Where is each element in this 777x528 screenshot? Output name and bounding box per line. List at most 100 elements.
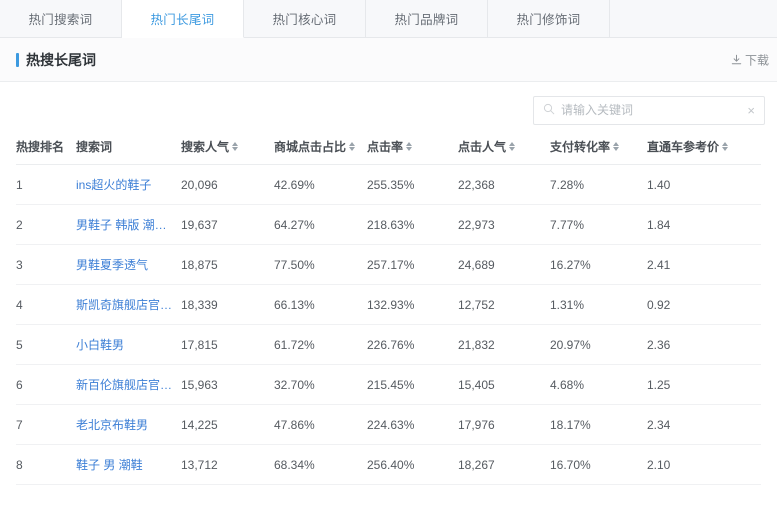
clear-search-icon[interactable]: × — [747, 102, 755, 118]
cell-rank: 4 — [16, 284, 76, 325]
column-header-inner: 搜索词 — [76, 138, 112, 155]
search-input[interactable] — [561, 103, 747, 117]
cell-rank: 7 — [16, 404, 76, 445]
keyword-link[interactable]: 鞋子 男 潮鞋 — [76, 458, 143, 472]
table-row: 4斯凯奇旗舰店官方旗舰18,33966.13%132.93%12,7521.31… — [16, 284, 761, 325]
cell-search_popularity: 15,963 — [181, 364, 274, 405]
cell-search_popularity: 18,339 — [181, 284, 274, 325]
table-row: 1 ins超火的鞋子 20,096 42.69% 255.35% 22,368 7.28% 1… — [16, 164, 761, 205]
page-title: 热搜长尾词 — [16, 50, 96, 70]
tab-label: 热门搜索词 — [28, 13, 93, 27]
cell-cpc_ref_price: 2.36 — [647, 324, 761, 365]
hot-keywords-table: 热搜排名 搜索词 搜索人气 商城点击占比 点击率 点击人气 支付转化率 直通车参考价 1 ins… — [16, 138, 761, 485]
cell-keyword[interactable]: 斯凯奇旗舰店官方旗舰 — [76, 284, 181, 325]
cell-mall_click_share: 77.50% — [274, 244, 367, 285]
cell-search_popularity: 20,096 — [181, 164, 274, 205]
cell-pay_conversion: 1.31% — [550, 284, 647, 325]
tab-strip-filler — [610, 0, 777, 37]
table-row: 3 男鞋夏季透气 18,875 77.50% 257.17% 24,689 16.27% 2.… — [16, 244, 761, 285]
cell-keyword[interactable]: ins超火的鞋子 — [76, 164, 181, 205]
download-button[interactable]: 下载 — [731, 51, 769, 68]
cell-mall_click_share: 32.70% — [274, 364, 367, 405]
column-header-2[interactable]: 搜索人气 — [181, 138, 274, 165]
cell-pay_conversion: 18.17% — [550, 404, 647, 445]
search-row: × — [0, 82, 777, 138]
table-head: 热搜排名 搜索词 搜索人气 商城点击占比 点击率 点击人气 支付转化率 直通车参考价 — [16, 138, 761, 165]
cell-cpc_ref_price: 0.92 — [647, 284, 761, 325]
cell-pay_conversion: 4.68% — [550, 364, 647, 405]
table-row: 7 老北京布鞋男 14,225 47.86% 224.63% 17,976 18.17% 2.… — [16, 404, 761, 445]
table-row: 6新百伦旗舰店官方正品15,96332.70%215.45%15,4054.68… — [16, 364, 761, 405]
tab-3[interactable]: 热门品牌词 — [366, 0, 488, 37]
download-icon — [731, 54, 742, 65]
cell-ctr: 226.76% — [367, 324, 458, 365]
column-header-label: 热搜排名 — [16, 140, 65, 154]
cell-keyword[interactable]: 老北京布鞋男 — [76, 404, 181, 445]
keyword-link[interactable]: 男鞋子 韩版 潮流 英... — [76, 218, 181, 232]
column-header-label: 支付转化率 — [550, 140, 611, 154]
tab-label: 热门长尾词 — [150, 13, 215, 27]
tab-1[interactable]: 热门长尾词 — [122, 0, 244, 38]
sort-toggle-icon[interactable] — [613, 142, 620, 151]
sort-toggle-icon[interactable] — [509, 142, 516, 151]
column-header-inner: 搜索人气 — [181, 138, 239, 155]
cell-cpc_ref_price: 1.40 — [647, 164, 761, 205]
cell-cpc_ref_price: 2.34 — [647, 404, 761, 445]
cell-ctr: 218.63% — [367, 204, 458, 245]
cell-keyword[interactable]: 新百伦旗舰店官方正品 — [76, 364, 181, 405]
tab-2[interactable]: 热门核心词 — [244, 0, 366, 37]
cell-ctr: 257.17% — [367, 244, 458, 285]
cell-keyword[interactable]: 小白鞋男 — [76, 324, 181, 365]
cell-search_popularity: 19,637 — [181, 204, 274, 245]
title-accent-bar — [16, 52, 19, 67]
column-header-inner: 点击率 — [367, 138, 413, 155]
column-header-5[interactable]: 点击人气 — [458, 138, 550, 165]
keyword-link[interactable]: ins超火的鞋子 — [76, 178, 152, 192]
table-row: 5 小白鞋男 17,815 61.72% 226.76% 21,832 20.97% 2.36 — [16, 324, 761, 365]
keyword-link[interactable]: 斯凯奇旗舰店官方旗舰 — [76, 298, 181, 312]
table-header-row: 热搜排名 搜索词 搜索人气 商城点击占比 点击率 点击人气 支付转化率 直通车参考价 — [16, 138, 761, 165]
cell-pay_conversion: 7.28% — [550, 164, 647, 205]
keyword-link[interactable]: 老北京布鞋男 — [76, 418, 149, 432]
cell-click_popularity: 12,752 — [458, 284, 550, 325]
section-header: 热搜长尾词 下载 — [0, 38, 777, 82]
cell-ctr: 215.45% — [367, 364, 458, 405]
column-header-label: 点击人气 — [458, 140, 507, 154]
column-header-3[interactable]: 商城点击占比 — [274, 138, 367, 165]
cell-pay_conversion: 20.97% — [550, 324, 647, 365]
cell-pay_conversion: 16.70% — [550, 444, 647, 485]
search-box[interactable]: × — [533, 95, 765, 125]
column-header-4[interactable]: 点击率 — [367, 138, 458, 165]
sort-toggle-icon[interactable] — [232, 142, 239, 151]
keyword-link[interactable]: 男鞋夏季透气 — [76, 258, 149, 272]
cell-cpc_ref_price: 1.25 — [647, 364, 761, 405]
sort-toggle-icon[interactable] — [722, 142, 729, 151]
cell-pay_conversion: 7.77% — [550, 204, 647, 245]
cell-cpc_ref_price: 1.84 — [647, 204, 761, 245]
tab-0[interactable]: 热门搜索词 — [0, 0, 122, 37]
cell-search_popularity: 14,225 — [181, 404, 274, 445]
table-row: 2 男鞋子 韩版 潮流 英... 19,637 64.27% 218.63% 22,973… — [16, 204, 761, 245]
cell-click_popularity: 18,267 — [458, 444, 550, 485]
cell-rank: 1 — [16, 164, 76, 205]
tab-strip: 热门搜索词 热门长尾词 热门核心词 热门品牌词 热门修饰词 — [0, 0, 777, 38]
cell-ctr: 255.35% — [367, 164, 458, 205]
column-header-label: 直通车参考价 — [647, 140, 720, 154]
column-header-0: 热搜排名 — [16, 138, 76, 165]
sort-toggle-icon[interactable] — [349, 142, 356, 151]
cell-cpc_ref_price: 2.41 — [647, 244, 761, 285]
column-header-inner: 直通车参考价 — [647, 138, 729, 155]
cell-keyword[interactable]: 鞋子 男 潮鞋 — [76, 444, 181, 485]
keyword-link[interactable]: 新百伦旗舰店官方正品 — [76, 378, 181, 392]
cell-pay_conversion: 16.27% — [550, 244, 647, 285]
tab-4[interactable]: 热门修饰词 — [488, 0, 610, 37]
column-header-7[interactable]: 直通车参考价 — [647, 138, 761, 165]
keyword-link[interactable]: 小白鞋男 — [76, 338, 125, 352]
cell-rank: 6 — [16, 364, 76, 405]
cell-keyword[interactable]: 男鞋子 韩版 潮流 英... — [76, 204, 181, 245]
sort-toggle-icon[interactable] — [406, 142, 413, 151]
cell-click_popularity: 22,973 — [458, 204, 550, 245]
cell-keyword[interactable]: 男鞋夏季透气 — [76, 244, 181, 285]
column-header-label: 商城点击占比 — [274, 140, 347, 154]
column-header-6[interactable]: 支付转化率 — [550, 138, 647, 165]
